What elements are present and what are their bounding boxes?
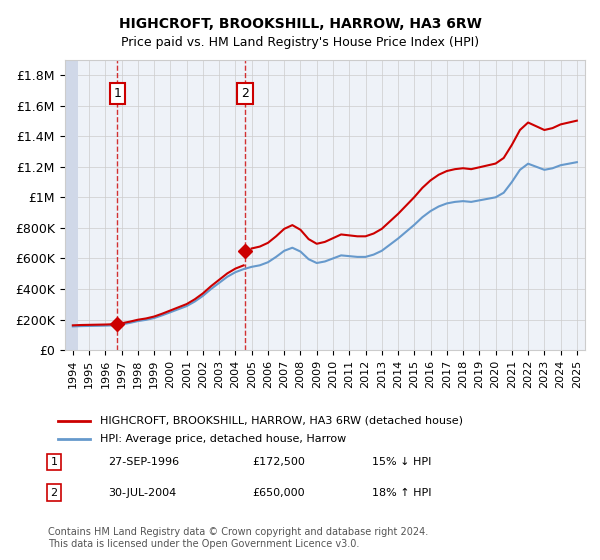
Text: Price paid vs. HM Land Registry's House Price Index (HPI): Price paid vs. HM Land Registry's House … (121, 36, 479, 49)
Text: 1: 1 (113, 87, 121, 100)
Text: 18% ↑ HPI: 18% ↑ HPI (372, 488, 431, 498)
Text: Contains HM Land Registry data © Crown copyright and database right 2024.
This d: Contains HM Land Registry data © Crown c… (48, 527, 428, 549)
Text: HPI: Average price, detached house, Harrow: HPI: Average price, detached house, Harr… (100, 434, 346, 444)
Bar (65, 60, 78, 350)
Text: 2: 2 (241, 87, 249, 100)
Text: £172,500: £172,500 (252, 457, 305, 467)
Text: HIGHCROFT, BROOKSHILL, HARROW, HA3 6RW: HIGHCROFT, BROOKSHILL, HARROW, HA3 6RW (119, 17, 481, 31)
Text: HIGHCROFT, BROOKSHILL, HARROW, HA3 6RW (detached house): HIGHCROFT, BROOKSHILL, HARROW, HA3 6RW (… (100, 416, 463, 426)
Text: 27-SEP-1996: 27-SEP-1996 (108, 457, 179, 467)
Text: 15% ↓ HPI: 15% ↓ HPI (372, 457, 431, 467)
Text: 2: 2 (50, 488, 58, 498)
Text: 1: 1 (50, 457, 58, 467)
Text: £650,000: £650,000 (252, 488, 305, 498)
Text: 30-JUL-2004: 30-JUL-2004 (108, 488, 176, 498)
